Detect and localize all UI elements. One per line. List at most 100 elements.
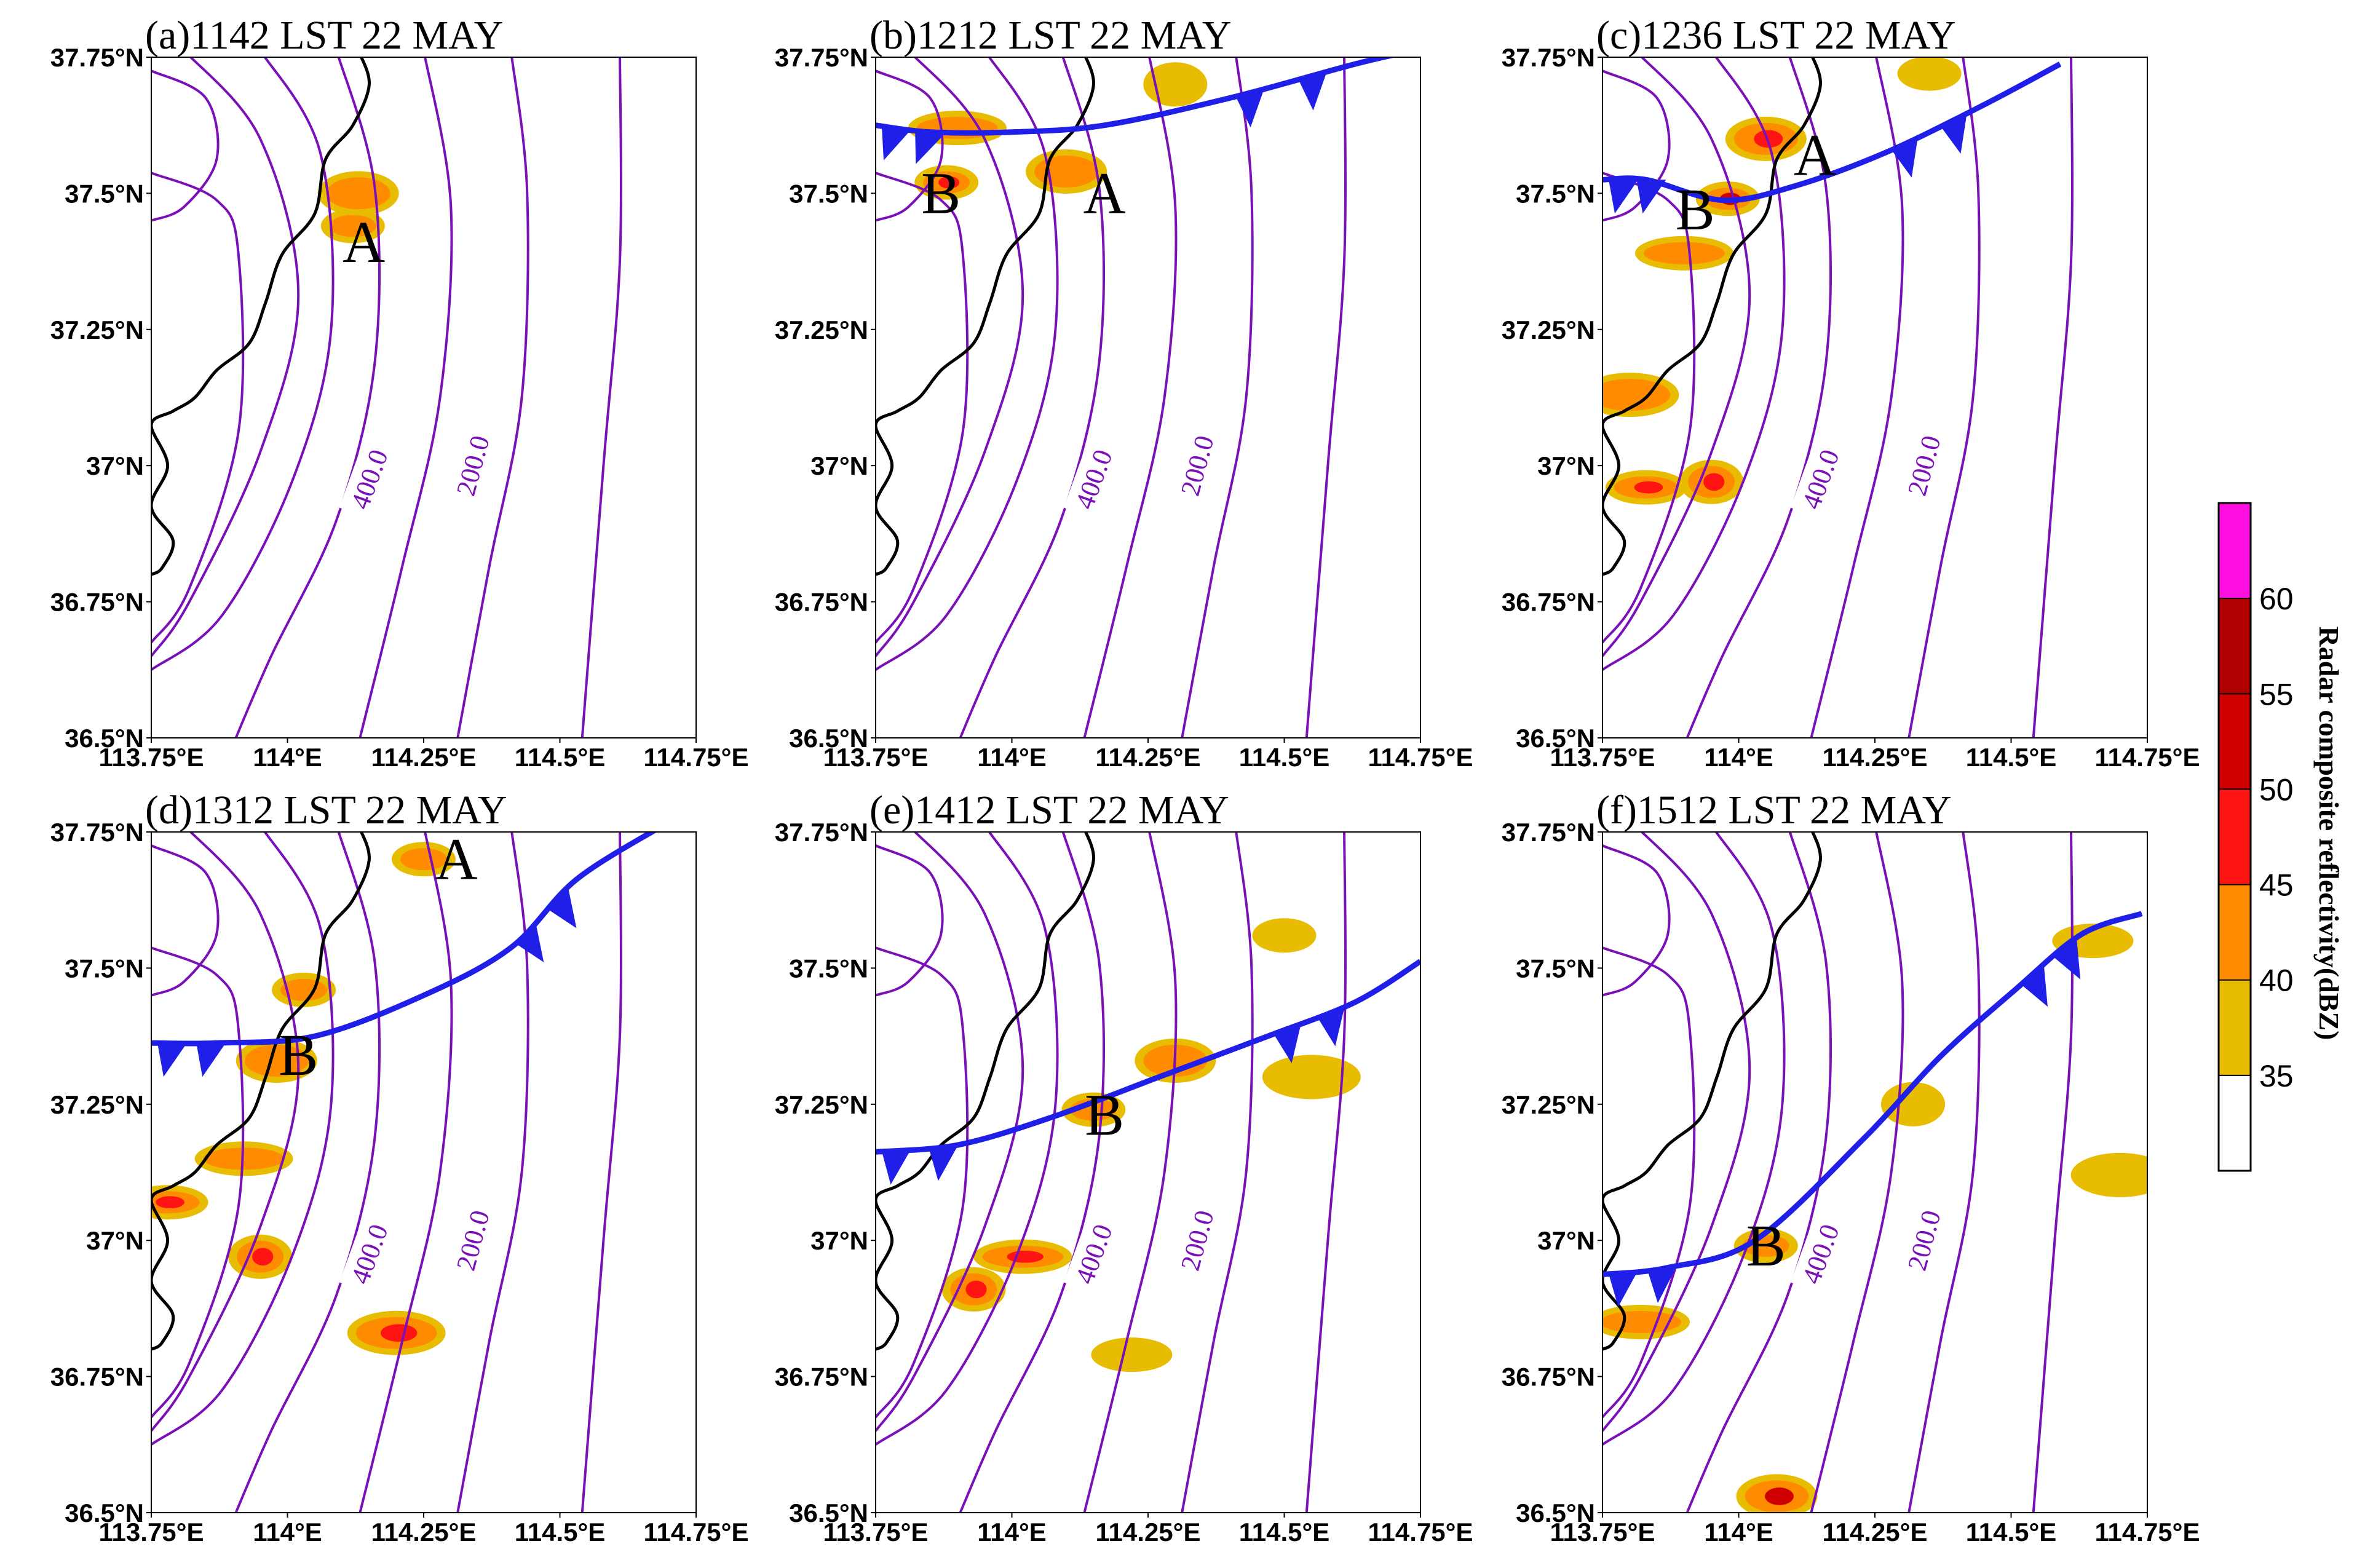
front-pennant [157,1043,187,1077]
cold-front-line [876,57,1396,136]
y-tick-label: 37°N [1537,451,1595,480]
y-tick-label: 37.5°N [789,954,868,983]
map-content: 400.0 200.0AB [151,826,657,1513]
front-pennant [1609,180,1638,214]
front-pennant [1636,180,1666,214]
cell-label: A [435,826,477,892]
x-tick-label: 114.75°E [1368,743,1473,772]
radar-echo-outer [1262,1055,1361,1099]
y-tick-label: 36.5°N [1516,724,1595,753]
contour-label-bg [1063,1213,1124,1295]
front-pennant [2021,965,2048,1007]
height-contour [1602,57,1751,657]
height-contour [151,57,300,657]
height-contour [151,57,335,671]
front-pennant [2054,938,2081,980]
radar-echo-core [1703,473,1725,491]
height-contour [876,832,1024,1432]
height-contour [959,832,1106,1513]
height-contour [876,832,1059,1446]
y-tick-label: 37°N [810,451,868,480]
x-tick-label: 114.25°E [371,743,477,772]
height-contour [580,832,622,1513]
colorbar-frame [2217,502,2252,1172]
contour-label-bg [1063,438,1124,520]
plot-frame [151,57,697,738]
height-contour [2032,57,2074,738]
contour-label-bg [1896,1200,1952,1281]
height-contour [876,57,1059,671]
height-contour [1181,832,1254,1513]
front-pennant [1235,89,1264,128]
x-tick-label: 114.5°E [1966,743,2057,772]
cell-label: B [1746,1213,1786,1278]
height-contour [959,57,1106,738]
x-tick-label: 113.75°E [99,1518,204,1546]
height-contour [1083,57,1178,738]
cold-front-line [876,959,1420,1155]
boundary-line [876,832,1095,1351]
radar-echo-outer [1143,62,1208,107]
radar-echo-core [156,1196,184,1209]
radar-echo [326,177,390,210]
radar-echo-core [965,1280,987,1299]
height-contour [1810,832,1904,1513]
x-tick-label: 114.5°E [1239,743,1330,772]
y-tick-label: 37.25°N [775,1090,868,1119]
y-tick-label: 37°N [810,1226,868,1255]
height-contour [876,844,944,997]
front-pennant [1317,1006,1345,1047]
y-tick-label: 37.25°N [50,315,144,344]
boundary-line [1602,57,1822,576]
front-pennant [1274,1023,1301,1064]
y-tick-label: 36.75°N [50,588,144,617]
front-pennant [196,1043,226,1077]
y-tick-label: 36.75°N [1502,588,1595,617]
height-contour [1181,57,1254,738]
x-tick-label: 113.75°E [823,743,929,772]
x-tick-label: 114.5°E [515,1518,606,1546]
colorbar-swatch [2219,789,2251,885]
panel-title: (e)1412 LST 22 MAY [870,788,1229,833]
colorbar-swatch [2219,598,2251,694]
height-contour [1602,57,1786,671]
colorbar-tick-label: 55 [2259,677,2294,711]
x-tick-label: 114.5°E [515,743,606,772]
height-contour [151,844,220,997]
x-tick-label: 114°E [977,1518,1047,1546]
height-contour [234,57,381,738]
y-tick-label: 36.5°N [65,1499,144,1527]
colorbar-swatch [2219,1075,2251,1171]
height-contour [580,57,622,738]
height-contour [1602,69,1671,222]
cell-label: B [1085,1082,1124,1148]
height-contour [1686,57,1832,738]
y-tick-label: 37.5°N [65,179,144,208]
x-tick-label: 114.25°E [1096,743,1201,772]
height-contour [1602,832,1786,1446]
front-pennant [1940,113,1967,154]
plot-frame [875,57,1421,738]
height-contour [1602,946,1696,1419]
height-contour [151,832,335,1446]
front-pennant [881,125,911,160]
contour-label-bg [1896,425,1952,506]
radar-echo-core [381,1324,418,1342]
radar-echo-core [252,1248,274,1266]
front-pennant [915,129,945,164]
height-contour [1907,57,1981,738]
x-tick-label: 113.75°E [99,743,204,772]
plot-frame [875,831,1421,1513]
front-pennant [1608,1270,1638,1307]
y-tick-label: 36.75°N [775,1363,868,1392]
height-contour [151,832,300,1432]
y-tick-label: 37.75°N [775,818,868,847]
front-pennant [1647,1266,1677,1304]
cell-label: B [279,1022,318,1088]
panel-title: (b)1212 LST 22 MAY [870,13,1232,58]
map-content: 400.0 200.0A [151,57,622,738]
colorbar: 35 40 45 50 55 60 Radar composite reflectivit… [2217,502,2345,1172]
